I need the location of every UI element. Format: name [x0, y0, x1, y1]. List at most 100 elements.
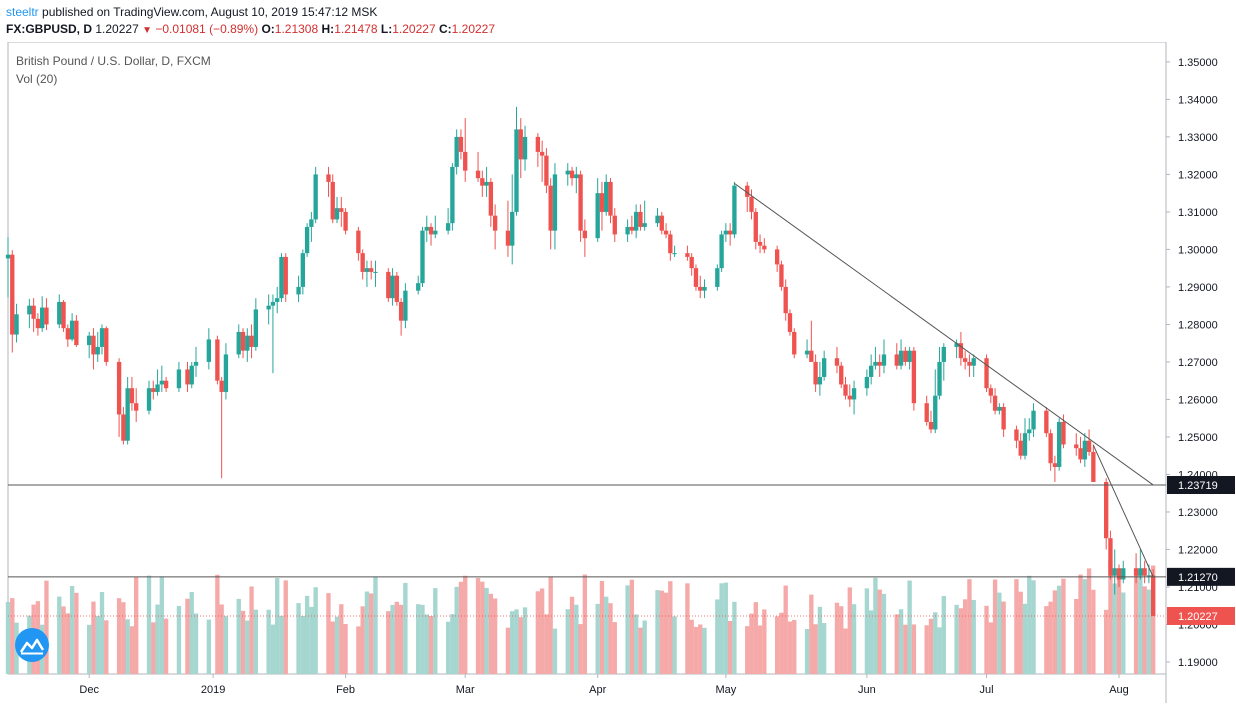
- volume-bar: [99, 592, 105, 674]
- time-axis[interactable]: Dec 2019 Feb Mar Apr May Jun Jul Aug: [79, 674, 1129, 696]
- volume-bar: [313, 587, 318, 674]
- volume-bar: [762, 609, 767, 674]
- volume-bar: [569, 596, 575, 674]
- candle-body: [1142, 568, 1147, 576]
- volume-bar: [134, 577, 139, 674]
- candle-body: [206, 339, 212, 362]
- volume-bar: [1086, 568, 1092, 674]
- volume-bar: [988, 622, 993, 674]
- candle-body: [1086, 440, 1092, 452]
- candle-body: [364, 268, 370, 272]
- candle-body: [698, 286, 703, 291]
- candle-body: [458, 136, 464, 152]
- volume-bar: [548, 576, 553, 674]
- candle-body: [1027, 429, 1032, 434]
- candle-body: [715, 268, 720, 287]
- volume-bar: [1138, 570, 1143, 674]
- volume-bar: [582, 574, 588, 674]
- candle-body: [31, 305, 36, 319]
- volume-bar: [270, 624, 276, 674]
- price-tick-label: 1.30000: [1178, 244, 1218, 256]
- candle-body: [505, 230, 511, 246]
- volume-bar: [121, 602, 126, 674]
- candle-body: [813, 361, 818, 385]
- time-tick-label: Apr: [589, 684, 606, 696]
- candle-body: [394, 275, 400, 302]
- volume-bar: [283, 580, 288, 674]
- candle-body: [266, 305, 271, 310]
- volume-bar: [881, 593, 887, 674]
- volume-bar: [57, 596, 62, 674]
- volume-bar: [663, 592, 669, 674]
- candle-body: [373, 271, 378, 273]
- candle-body: [851, 388, 857, 400]
- drawings: [8, 182, 1166, 617]
- price-axis[interactable]: 1.35000 1.34000 1.33000 1.32000 1.31000 1.300…: [1166, 57, 1235, 669]
- candle-body: [783, 286, 788, 314]
- volume-bar: [992, 579, 998, 674]
- volume-bar: [125, 619, 130, 674]
- tradingview-logo-icon[interactable]: [15, 628, 49, 662]
- candle-body: [10, 254, 15, 335]
- volume-bar: [390, 604, 395, 674]
- candle-body: [971, 358, 976, 366]
- volume-bar: [1108, 560, 1113, 674]
- candle-body: [659, 215, 664, 231]
- volume-bar: [343, 624, 348, 674]
- candle-body: [954, 343, 959, 347]
- candle-body: [44, 307, 49, 325]
- candle-body: [104, 328, 109, 362]
- candle-body: [774, 249, 780, 265]
- candle-body: [745, 185, 750, 197]
- time-tick-label: Feb: [336, 684, 355, 696]
- candle-body: [151, 388, 156, 392]
- candle-body: [1146, 575, 1152, 577]
- candle-body: [57, 301, 62, 325]
- volume-bar: [625, 585, 630, 674]
- volume-bar: [1018, 591, 1023, 674]
- candle-body: [843, 384, 848, 396]
- volume-bar: [492, 598, 498, 674]
- candle-body: [809, 350, 814, 362]
- author-link[interactable]: steeltr: [6, 5, 39, 19]
- volume-bar: [91, 601, 96, 674]
- volume-bar: [578, 624, 583, 674]
- volume-bar: [116, 598, 122, 674]
- candle-body: [732, 185, 737, 235]
- volume-bar: [445, 621, 451, 674]
- volume-bar: [843, 628, 848, 674]
- candle-body: [484, 181, 489, 186]
- volume-bar: [1048, 601, 1053, 674]
- candle-body: [1022, 433, 1028, 456]
- candle-body: [941, 346, 946, 362]
- volume-bar: [146, 575, 152, 674]
- volume-bar: [967, 579, 972, 674]
- price-chart[interactable]: 1.35000 1.34000 1.33000 1.32000 1.31000 1.300…: [0, 42, 1236, 703]
- candle-body: [612, 215, 617, 235]
- price-tick-label: 1.26000: [1178, 394, 1218, 406]
- volume-bar: [206, 619, 212, 674]
- candle-body: [877, 361, 882, 366]
- volume-bar: [877, 589, 882, 674]
- volume-bar: [629, 579, 635, 674]
- volume-bar: [1057, 585, 1062, 674]
- volume-bar: [339, 604, 344, 674]
- open-label: O:: [261, 22, 275, 36]
- volume-bar: [69, 586, 75, 674]
- candle-body: [804, 350, 810, 355]
- candle-body: [582, 230, 588, 239]
- candle-body: [510, 211, 515, 246]
- volume-bar: [514, 609, 519, 674]
- candle-body: [116, 361, 122, 415]
- volume-bar: [1133, 572, 1139, 674]
- candle-body: [189, 365, 194, 385]
- candle-body: [249, 335, 254, 347]
- volume-bar: [95, 616, 100, 674]
- volume-bar: [599, 581, 605, 674]
- volume-bar: [249, 586, 254, 674]
- last-price: 1.20227: [95, 22, 139, 36]
- volume-bar: [266, 609, 271, 674]
- candle-body: [416, 283, 421, 291]
- volume-bar: [954, 604, 959, 674]
- candle-body: [839, 365, 844, 385]
